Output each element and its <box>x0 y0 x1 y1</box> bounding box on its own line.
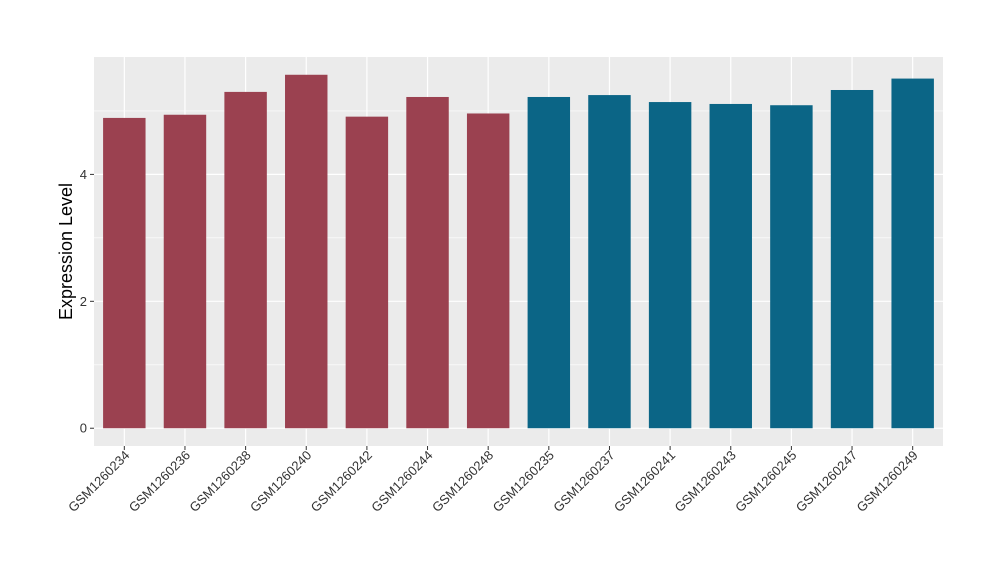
x-axis: GSM1260234GSM1260236GSM1260238GSM1260240… <box>65 446 921 515</box>
x-tick-label: GSM1260244 <box>368 448 435 515</box>
x-tick-label: GSM1260241 <box>611 448 678 515</box>
x-tick-label: GSM1260245 <box>732 448 799 515</box>
x-tick-label: GSM1260243 <box>672 448 739 515</box>
y-axis: 0 2 4 <box>80 167 94 436</box>
y-axis-title: Expression Level <box>56 183 76 320</box>
bar-GSM1260241 <box>648 102 692 429</box>
bar-GSM1260235 <box>527 96 571 429</box>
x-tick-label: GSM1260238 <box>186 448 253 515</box>
x-tick-label: GSM1260248 <box>429 448 496 515</box>
bar-GSM1260248 <box>466 113 510 429</box>
x-tick-label: GSM1260247 <box>793 448 860 515</box>
bar-GSM1260242 <box>345 116 389 429</box>
y-tick-label: 0 <box>80 421 87 436</box>
x-tick-label: GSM1260237 <box>550 448 617 515</box>
bar-GSM1260244 <box>406 96 449 429</box>
bar-GSM1260243 <box>709 103 752 429</box>
x-tick-label: GSM1260235 <box>490 448 557 515</box>
x-tick-label: GSM1260249 <box>853 448 920 515</box>
bar-GSM1260234 <box>103 117 146 429</box>
x-tick-label: GSM1260240 <box>247 448 314 515</box>
bar-GSM1260236 <box>163 114 207 429</box>
bar-GSM1260247 <box>830 89 874 429</box>
bar-GSM1260237 <box>588 95 631 429</box>
bars <box>103 74 934 429</box>
x-tick-label: GSM1260236 <box>126 448 193 515</box>
y-tick-label: 2 <box>80 294 87 309</box>
bar-GSM1260245 <box>770 105 813 429</box>
bar-GSM1260240 <box>285 74 328 429</box>
bar-GSM1260249 <box>891 78 934 429</box>
bar-GSM1260238 <box>224 91 267 429</box>
y-tick-label: 4 <box>80 167 87 182</box>
x-tick-label: GSM1260242 <box>308 448 375 515</box>
plot-panel <box>94 57 943 446</box>
x-tick-label: GSM1260234 <box>65 448 132 515</box>
